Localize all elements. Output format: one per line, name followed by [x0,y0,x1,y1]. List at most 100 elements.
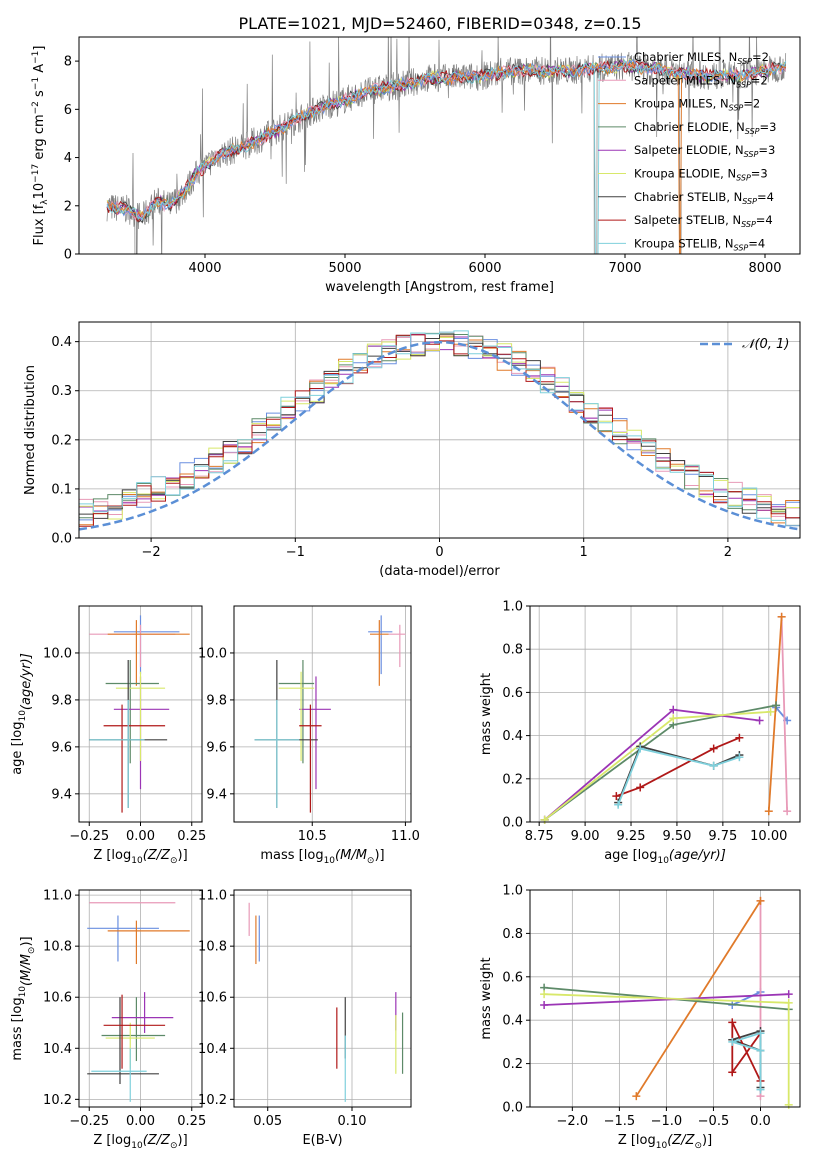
legend-entry: Chabrier ELODIE, NSSP=3 [634,120,776,136]
label-part: =3 [758,143,775,157]
x-tick-label: −1 [286,545,305,560]
y-axis-label: age [log10(age/yr)] [10,653,34,775]
label-part: (data-model)/error [379,564,500,579]
y-tick-label: 11.0 [43,889,72,904]
label-part: =4 [756,213,773,227]
label-part: SSP [737,57,752,66]
x-tick-label: 9.75 [708,829,737,844]
plot-frame [529,605,801,823]
label-part: ⊙ [694,1141,702,1151]
y-tick-label: 10.2 [43,1093,72,1108]
x-tick-label: −1.5 [604,1114,636,1129]
y-axis-label: mass [log10(M/M⊙)] [10,936,37,1060]
label-part: 10 [131,856,143,866]
label-part: 10 [18,710,28,722]
label-part: =2 [752,50,769,64]
label-part: (age/yr)] [19,653,34,710]
weight-line [731,1022,762,1082]
plot-background [234,606,411,822]
y-tick-label: 0.6 [502,686,523,701]
y-tick-label: 0.4 [502,729,523,744]
y-tick-label: 10.4 [43,1042,72,1057]
label-part: ⊙ [27,947,37,955]
y-tick-label: 9.6 [206,740,227,755]
y-tick-label: 0.0 [51,532,72,547]
label-part: (Z/Z [143,1133,171,1148]
label-part: )] [19,936,34,946]
y-tick-label: 9.4 [206,787,227,802]
spectrum-panel: 4000 5000 6000 7000 8000 0 2 4 6 8 wavelength [Ang… [31,36,801,295]
label-part: SSP [744,150,759,159]
x-axis-label: mass [log10(M/M⊙)] [260,848,384,866]
y-tick-label: 0.2 [502,772,523,787]
x-tick-label: 0.0 [750,1114,771,1129]
label-part: (age/yr)] [669,848,726,863]
weight-line [617,747,740,806]
metallicity-age-panel: −0.25 0.00 0.259.49.69.810.0Z [log10(Z/Z⊙)… [10,605,206,866]
plot-background [530,606,800,822]
mass-age-panel: 10.5 11.0 9.4 9.6 9.8 10.0 mass [log10(M/M⊙)] [198,605,420,866]
y-tick-label: 0.3 [51,384,72,399]
legend-entry: Chabrier STELIB, NSSP=4 [634,190,774,206]
y-tick-label: 10.4 [198,1042,227,1057]
y-tick-label: 0 [64,248,72,263]
label-part: =2 [743,97,760,111]
x-tick-label: −0.25 [69,1114,109,1129]
label-part: age [log [10,722,25,775]
plot-background [234,890,411,1107]
legend-entry: Kroupa ELODIE, NSSP=3 [634,167,768,183]
x-tick-label: −2.0 [557,1114,589,1129]
y-axis-label: Flux [fλ10−17 erg cm−2 s−1 A−1] [31,46,50,246]
label-part: erg cm [32,114,47,163]
y-tick-label: 10.0 [43,646,72,661]
weight-line [780,616,788,812]
label-part: −1 [31,77,41,90]
y-tick-label: 4 [64,151,72,166]
legend-entry: Kroupa STELIB, NSSP=4 [634,236,765,252]
label-part: −17 [31,164,41,183]
weight-line [729,1031,762,1090]
x-tick-label: 7000 [608,261,641,276]
y-tick-label: 10.6 [198,991,227,1006]
x-tick-label: 0.00 [126,1114,155,1129]
label-part: SSP [736,174,751,183]
model-spectrum-line [106,59,787,222]
x-tick-label: 4000 [188,261,221,276]
label-part: SSP [742,197,757,206]
label-part: Z [log [93,1133,131,1148]
label-part: ⊙ [170,856,178,866]
x-axis-label: Z [log10(Z/Z⊙)] [93,1133,187,1151]
label-part: Salpeter STELIB, N [634,213,741,227]
label-part: =2 [751,73,768,87]
y-tick-label: 10.0 [198,646,227,661]
label-part: Kroupa STELIB, N [634,236,734,250]
y-tick-label: 10.8 [43,940,72,955]
x-tick-label: −0.25 [69,829,109,844]
x-tick-label: 0.05 [253,1114,282,1129]
x-axis-label: wavelength [Angstrom, rest frame] [325,280,554,295]
label-part: ⊙ [367,856,375,866]
x-axis-label: (data-model)/error [379,564,500,579]
label-part: )] [178,848,188,863]
x-tick-label: 11.0 [391,829,420,844]
x-tick-label: 1 [580,545,588,560]
x-tick-label: 5000 [328,261,361,276]
label-part: mass [log [260,848,323,863]
label-part: SSP [729,104,744,113]
x-tick-label: 9.50 [662,829,691,844]
legend-entry: Salpeter ELODIE, NSSP=3 [634,143,775,159]
label-part: mass [log [10,997,25,1060]
x-tick-label: 2 [724,545,732,560]
plot-frame [233,889,412,1108]
x-tick-label: 9.00 [571,829,600,844]
observed-spectrum-line [106,37,787,254]
y-tick-label: 1.0 [502,600,523,615]
label-part: SSP [741,220,756,229]
label-part: 10 [656,1141,668,1151]
y-tick-label: 9.6 [51,740,72,755]
x-tick-label: 8.75 [525,829,554,844]
age-weight-panel: 8.75 9.00 9.25 9.50 9.75 10.00 0.0 0.2 0.4 0.6 0.8… [479,600,801,866]
label-part: −2 [31,101,41,114]
